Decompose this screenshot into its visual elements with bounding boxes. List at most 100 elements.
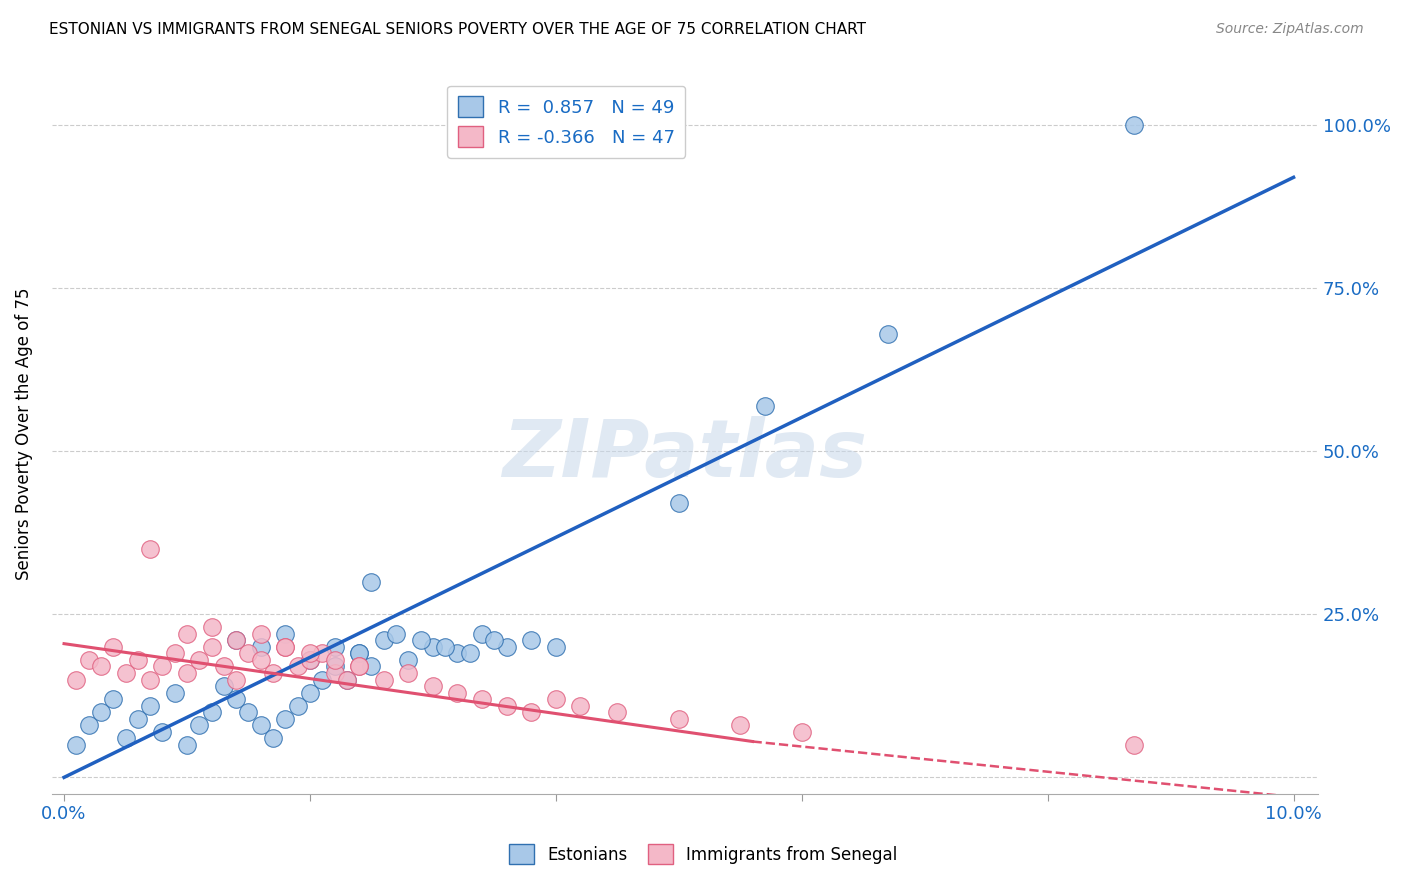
Point [495, 698, 517, 713]
Point [495, 640, 517, 654]
Y-axis label: Seniors Poverty Over the Age of 75: Seniors Poverty Over the Age of 75 [15, 287, 32, 580]
Point [373, 673, 395, 687]
Point [347, 659, 370, 673]
Point [422, 640, 444, 654]
Point [212, 679, 235, 693]
Text: ZIPatlas: ZIPatlas [502, 416, 868, 494]
Point [360, 659, 382, 673]
Point [298, 653, 321, 667]
Text: Source: ZipAtlas.com: Source: ZipAtlas.com [1216, 22, 1364, 37]
Point [606, 705, 628, 719]
Point [274, 712, 297, 726]
Point [446, 685, 468, 699]
Point [422, 679, 444, 693]
Point [274, 627, 297, 641]
Point [434, 640, 457, 654]
Point [471, 627, 494, 641]
Point [103, 640, 125, 654]
Point [65, 673, 87, 687]
Point [287, 659, 309, 673]
Point [323, 666, 346, 681]
Point [114, 731, 136, 746]
Point [90, 705, 112, 719]
Point [225, 633, 247, 648]
Point [323, 659, 346, 673]
Point [65, 738, 87, 752]
Point [200, 620, 222, 634]
Point [262, 666, 284, 681]
Point [323, 640, 346, 654]
Point [77, 653, 100, 667]
Point [238, 647, 260, 661]
Point [152, 724, 174, 739]
Text: ESTONIAN VS IMMIGRANTS FROM SENEGAL SENIORS POVERTY OVER THE AGE OF 75 CORRELATI: ESTONIAN VS IMMIGRANTS FROM SENEGAL SENI… [49, 22, 866, 37]
Point [520, 705, 543, 719]
Point [287, 698, 309, 713]
Point [668, 712, 690, 726]
Point [163, 685, 186, 699]
Point [127, 712, 149, 726]
Point [249, 627, 271, 641]
Point [311, 647, 333, 661]
Point [876, 326, 898, 341]
Point [212, 659, 235, 673]
Point [1122, 118, 1144, 132]
Point [471, 692, 494, 706]
Point [347, 647, 370, 661]
Point [114, 666, 136, 681]
Point [311, 673, 333, 687]
Point [754, 399, 776, 413]
Point [139, 673, 162, 687]
Point [520, 633, 543, 648]
Point [409, 633, 432, 648]
Point [730, 718, 752, 732]
Point [225, 692, 247, 706]
Legend: Estonians, Immigrants from Senegal: Estonians, Immigrants from Senegal [502, 838, 904, 871]
Point [225, 633, 247, 648]
Point [336, 673, 359, 687]
Point [176, 738, 198, 752]
Point [347, 647, 370, 661]
Point [249, 640, 271, 654]
Point [298, 653, 321, 667]
Point [298, 647, 321, 661]
Point [544, 640, 567, 654]
Point [103, 692, 125, 706]
Point [188, 718, 211, 732]
Point [200, 705, 222, 719]
Point [347, 659, 370, 673]
Point [238, 705, 260, 719]
Point [569, 698, 592, 713]
Point [446, 647, 468, 661]
Point [225, 673, 247, 687]
Point [790, 724, 813, 739]
Point [176, 627, 198, 641]
Point [298, 685, 321, 699]
Point [139, 542, 162, 557]
Point [323, 653, 346, 667]
Point [484, 633, 506, 648]
Point [336, 673, 359, 687]
Point [249, 653, 271, 667]
Point [668, 496, 690, 510]
Point [139, 698, 162, 713]
Point [385, 627, 408, 641]
Point [200, 640, 222, 654]
Point [188, 653, 211, 667]
Point [127, 653, 149, 667]
Legend: R =  0.857   N = 49, R = -0.366   N = 47: R = 0.857 N = 49, R = -0.366 N = 47 [447, 86, 685, 158]
Point [90, 659, 112, 673]
Point [274, 640, 297, 654]
Point [373, 633, 395, 648]
Point [1122, 738, 1144, 752]
Point [360, 574, 382, 589]
Point [163, 647, 186, 661]
Point [274, 640, 297, 654]
Point [262, 731, 284, 746]
Point [458, 647, 481, 661]
Point [396, 666, 419, 681]
Point [249, 718, 271, 732]
Point [176, 666, 198, 681]
Point [77, 718, 100, 732]
Point [544, 692, 567, 706]
